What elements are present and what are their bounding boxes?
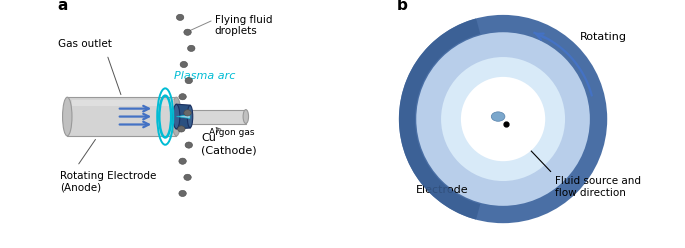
Ellipse shape	[180, 62, 188, 67]
Ellipse shape	[177, 14, 184, 20]
Ellipse shape	[62, 97, 72, 136]
Text: a: a	[58, 0, 68, 13]
Ellipse shape	[441, 57, 565, 181]
Text: Rotating Electrode
(Anode): Rotating Electrode (Anode)	[60, 171, 156, 193]
Polygon shape	[67, 97, 176, 136]
Ellipse shape	[177, 126, 185, 132]
Ellipse shape	[184, 110, 191, 116]
Ellipse shape	[491, 112, 505, 121]
Ellipse shape	[173, 104, 180, 129]
Text: Electrode: Electrode	[416, 186, 469, 195]
Polygon shape	[72, 100, 174, 106]
Text: Plasma arc: Plasma arc	[174, 71, 235, 81]
Ellipse shape	[172, 97, 181, 136]
Polygon shape	[190, 110, 246, 124]
Ellipse shape	[399, 15, 607, 223]
Ellipse shape	[187, 105, 192, 128]
Polygon shape	[176, 104, 190, 129]
Polygon shape	[399, 18, 480, 220]
Text: b: b	[397, 0, 408, 13]
Ellipse shape	[179, 158, 186, 164]
Ellipse shape	[179, 190, 186, 196]
Ellipse shape	[184, 29, 191, 35]
Ellipse shape	[243, 110, 249, 124]
Text: Argon gas: Argon gas	[209, 128, 254, 137]
Text: Flying fluid
droplets: Flying fluid droplets	[215, 15, 273, 36]
Ellipse shape	[461, 77, 545, 161]
Text: Gas outlet: Gas outlet	[58, 39, 112, 49]
Ellipse shape	[185, 77, 192, 84]
Ellipse shape	[416, 32, 590, 206]
Ellipse shape	[185, 142, 192, 148]
Text: Fluid source and
flow direction: Fluid source and flow direction	[555, 176, 641, 198]
Polygon shape	[176, 115, 190, 119]
Ellipse shape	[188, 45, 195, 51]
Ellipse shape	[184, 174, 191, 181]
Ellipse shape	[179, 94, 186, 100]
Text: Rotating: Rotating	[580, 32, 627, 42]
Text: Cu
(Cathode): Cu (Cathode)	[201, 133, 257, 156]
